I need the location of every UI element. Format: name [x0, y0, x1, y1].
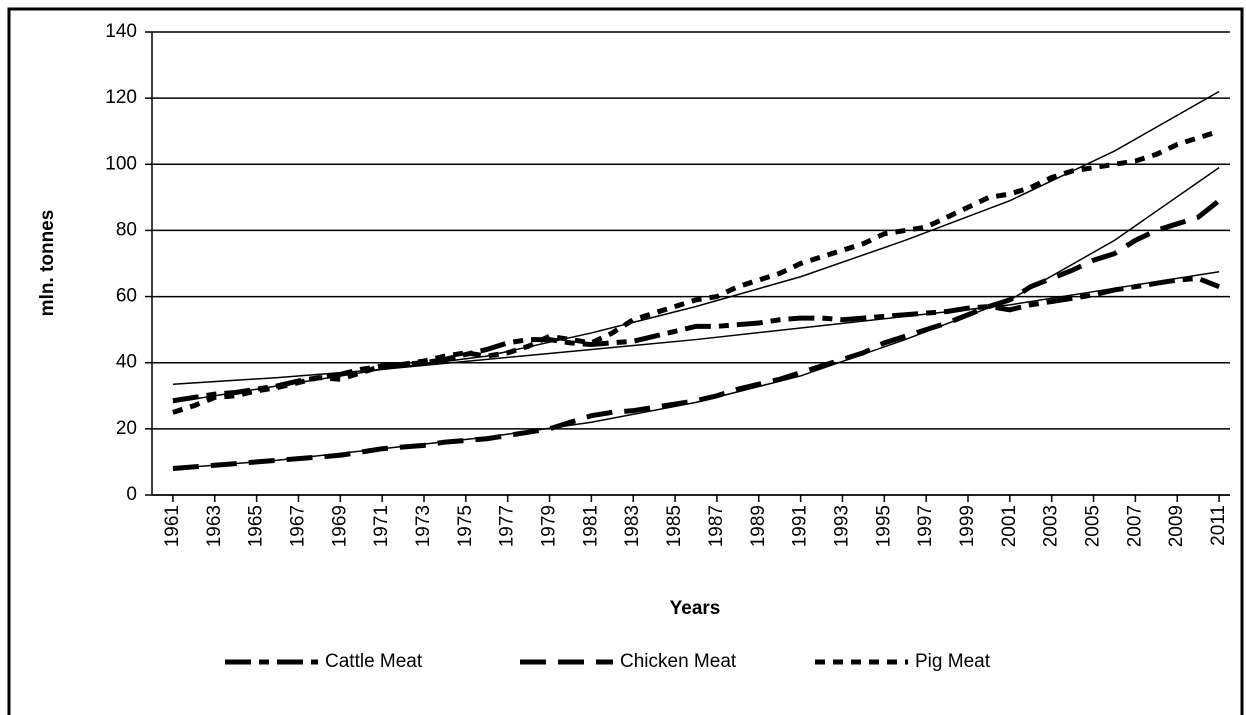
legend-label: Chicken Meat: [620, 651, 737, 672]
legend-label: Cattle Meat: [325, 651, 423, 672]
x-tick-label: 1987: [706, 505, 727, 547]
x-tick-label: 1961: [162, 505, 183, 547]
x-tick-label: 2003: [1041, 505, 1062, 547]
x-tick-label: 2005: [1083, 505, 1104, 547]
x-tick-label: 1971: [371, 505, 392, 547]
x-tick-label: 1997: [915, 505, 936, 547]
x-tick-label: 1985: [664, 505, 685, 547]
y-tick-label: 80: [116, 219, 137, 240]
y-tick-label: 100: [105, 153, 137, 174]
x-tick-label: 1965: [246, 505, 267, 547]
x-tick-label: 1991: [790, 505, 811, 547]
x-tick-label: 1979: [539, 505, 560, 547]
x-tick-label: 1983: [622, 505, 643, 547]
x-axis-label: Years: [670, 598, 721, 619]
y-tick-label: 40: [116, 352, 137, 373]
y-axis-label: mln. tonnes: [37, 210, 58, 317]
x-tick-label: 2001: [999, 505, 1020, 547]
x-tick-label: 2009: [1166, 505, 1187, 547]
y-tick-label: 60: [116, 286, 137, 307]
x-tick-label: 1975: [455, 505, 476, 547]
y-tick-label: 0: [126, 484, 137, 505]
x-tick-label: 1973: [413, 505, 434, 547]
y-tick-label: 20: [116, 418, 137, 439]
y-tick-label: 120: [105, 87, 137, 108]
series-line: [172, 198, 1221, 472]
x-tick-label: 1993: [831, 505, 852, 547]
x-tick-label: 1963: [204, 505, 225, 547]
x-tick-label: 1981: [580, 505, 601, 547]
legend-label: Pig Meat: [915, 651, 991, 672]
x-tick-label: 1967: [287, 505, 308, 547]
x-tick-label: 1977: [497, 505, 518, 547]
frame: [7, 7, 1244, 715]
trendline: [172, 90, 1220, 404]
y-tick-label: 140: [105, 21, 137, 42]
x-tick-label: 2011: [1208, 505, 1229, 546]
trendline: [172, 166, 1220, 470]
series-line: [172, 275, 1220, 404]
series-line: [172, 128, 1220, 415]
x-tick-label: 1999: [957, 505, 978, 547]
x-tick-label: 1995: [873, 505, 894, 547]
x-tick-label: 1989: [748, 505, 769, 547]
x-tick-label: 1969: [329, 505, 350, 547]
x-tick-label: 2007: [1124, 505, 1145, 547]
